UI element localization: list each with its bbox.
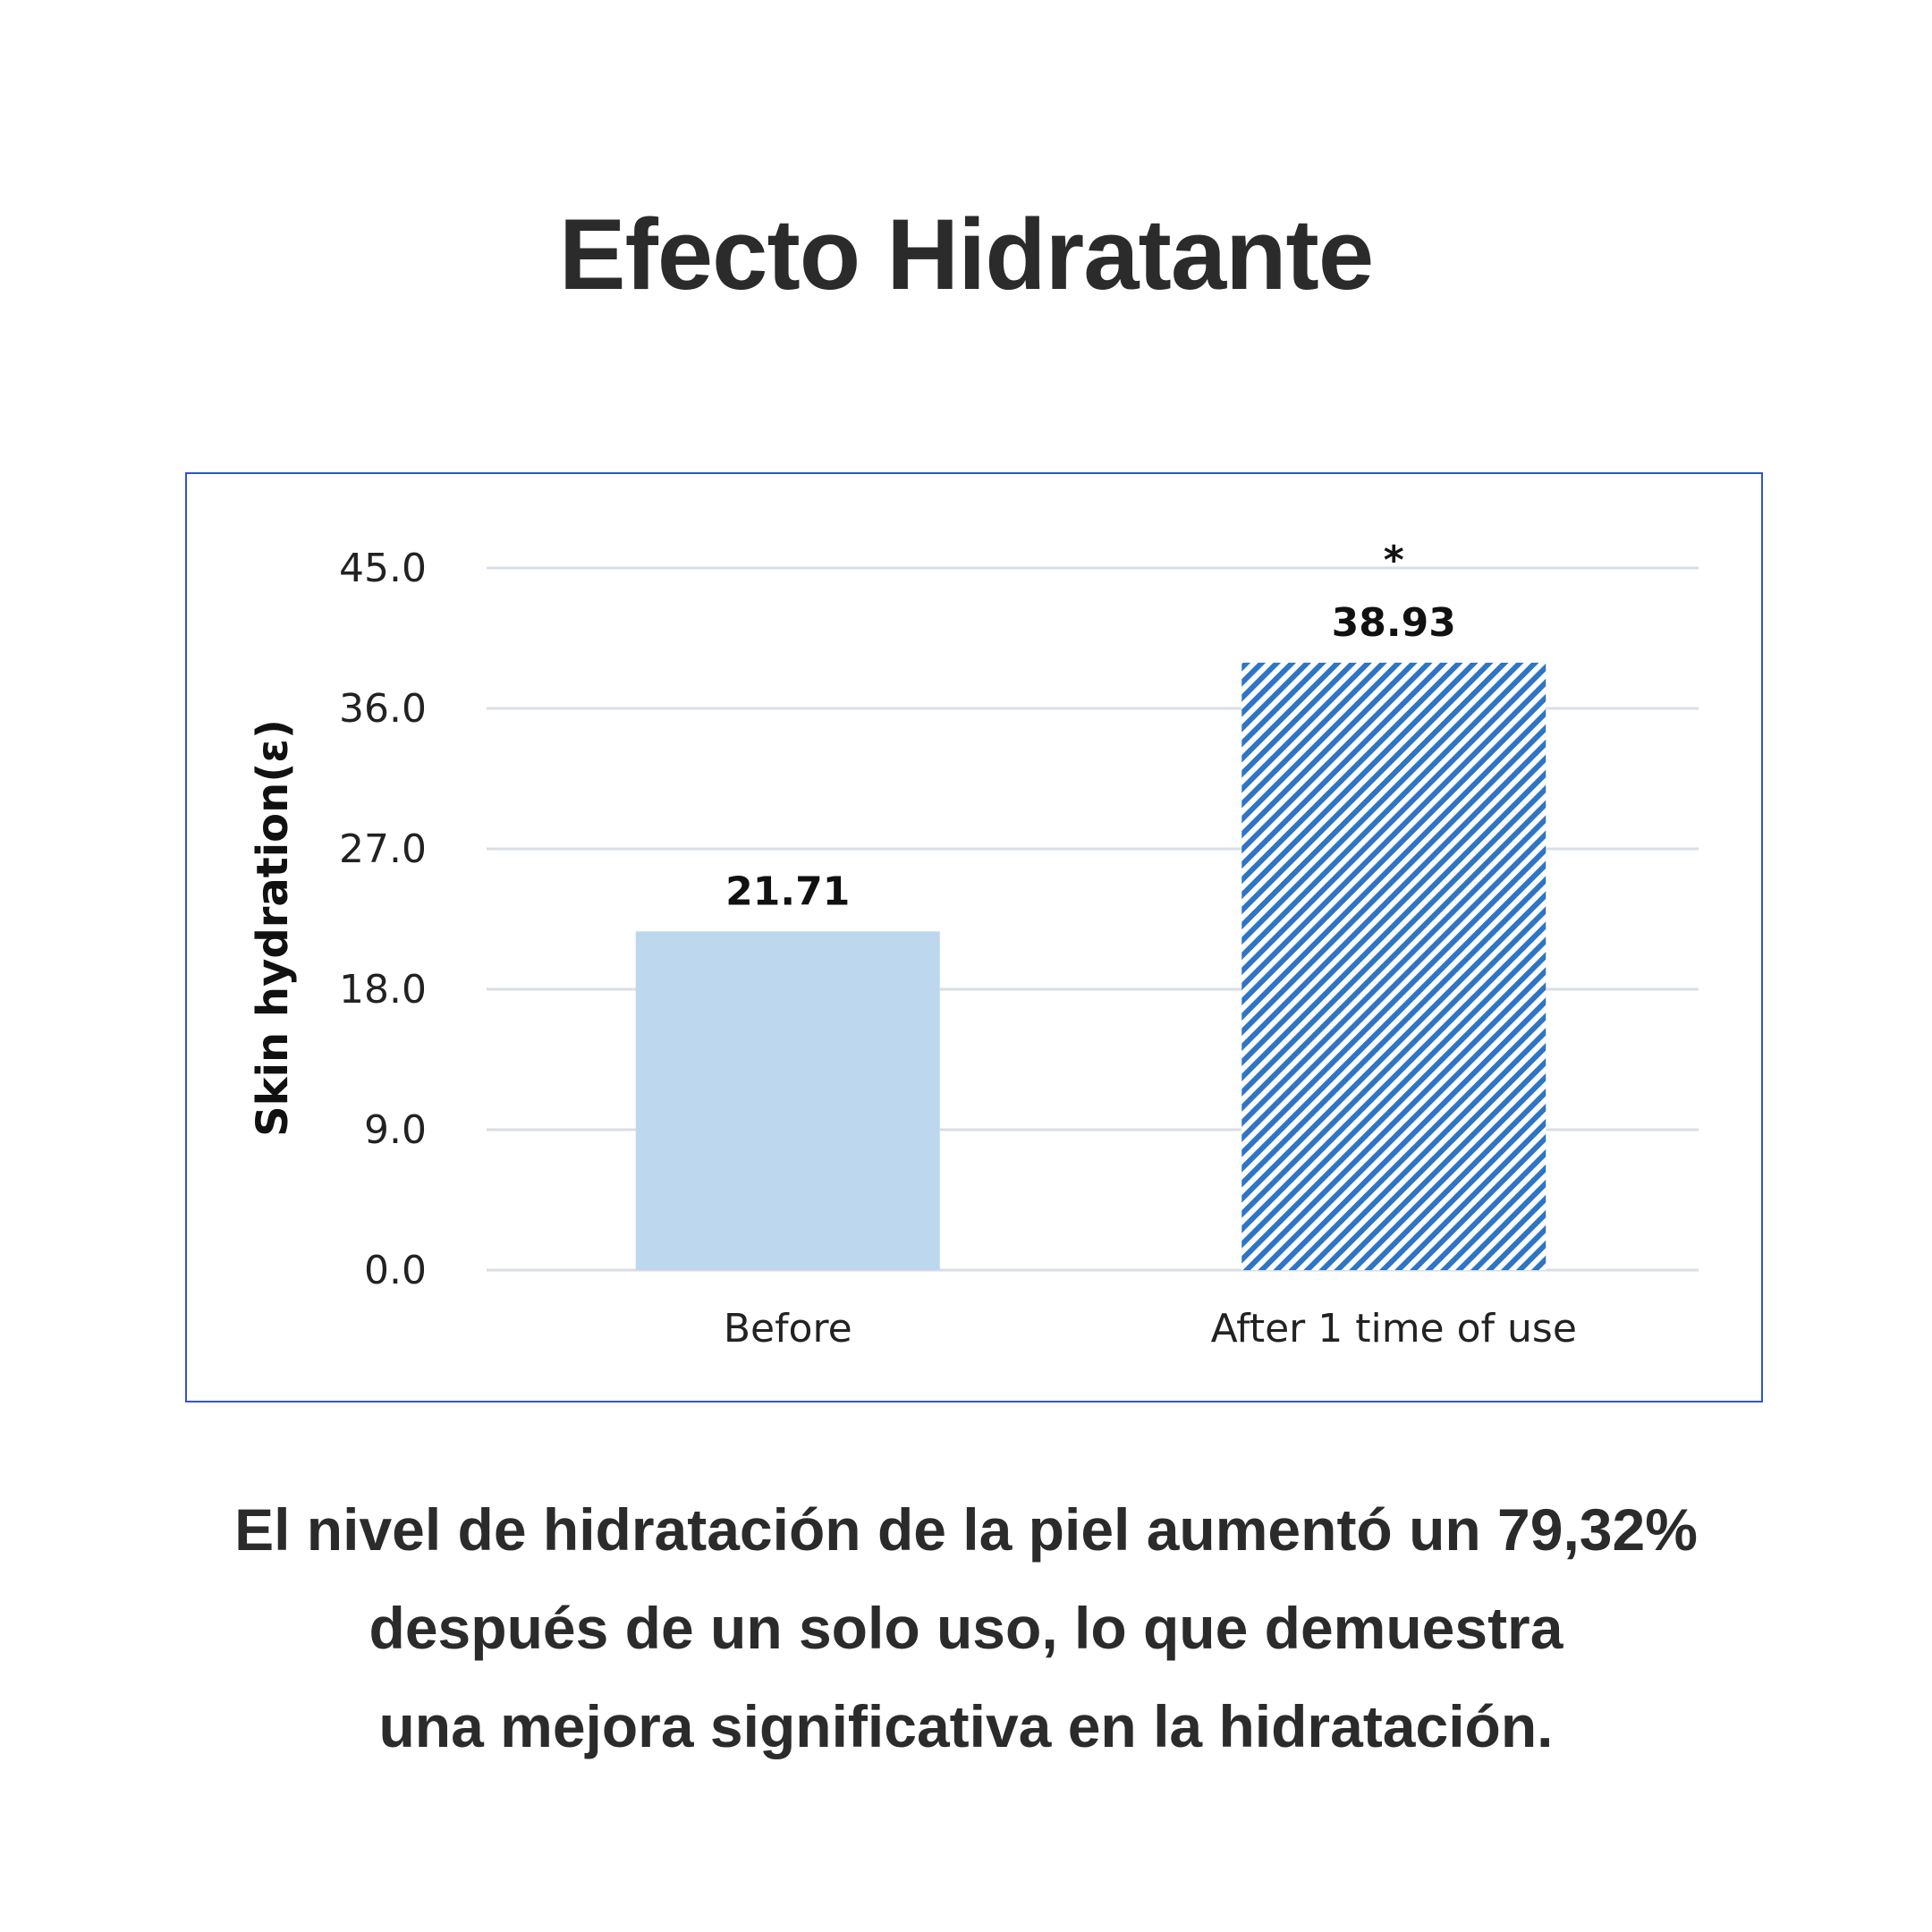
value-label: 21.71 (725, 869, 850, 914)
y-tick-label: 9.0 (364, 1107, 427, 1153)
x-category-label: After 1 time of use (1211, 1306, 1577, 1352)
y-tick-label: 45.0 (339, 546, 427, 591)
value-label: 38.93 (1332, 600, 1456, 646)
page-title: Efecto Hidratante (558, 199, 1374, 310)
bar-after (1241, 662, 1546, 1270)
caption-line-2: después de un solo uso, lo que demuestra (369, 1595, 1563, 1661)
bars (635, 662, 1546, 1270)
y-tick-label: 36.0 (339, 686, 427, 732)
caption-line-3: una mejora significativa en la hidrataci… (378, 1693, 1554, 1759)
caption-line-1: El nivel de hidratación de la piel aumen… (234, 1496, 1698, 1563)
hydration-bar-chart: 0.0 9.0 18.0 27.0 36.0 45.0 21.71 Before 38.93 * A… (248, 538, 1699, 1352)
labels: 0.0 9.0 18.0 27.0 36.0 45.0 21.71 Before 38.93 * A… (248, 538, 1577, 1352)
chart-frame: 0.0 9.0 18.0 27.0 36.0 45.0 21.71 Before 38.93 * A… (185, 472, 1763, 1402)
y-tick-label: 0.0 (364, 1248, 427, 1293)
x-category-label: Before (724, 1306, 852, 1352)
y-tick-label: 27.0 (339, 826, 427, 872)
significance-mark: * (1384, 538, 1404, 583)
caption: El nivel de hidratación de la piel aumen… (0, 1480, 1932, 1775)
y-tick-label: 18.0 (339, 967, 427, 1013)
y-axis-title: Skin hydration(ε) (248, 719, 298, 1137)
bar-before (635, 931, 940, 1270)
